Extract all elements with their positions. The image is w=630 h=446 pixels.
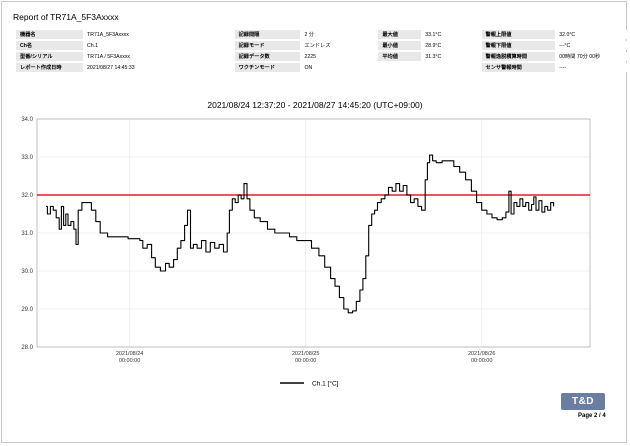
y-tick-label: 32.0: [21, 193, 33, 199]
info-key: 記録間隔: [234, 30, 301, 39]
x-tick-label: 2021/08/24: [116, 351, 144, 357]
x-tick-label: 00:00:00: [119, 358, 140, 364]
y-tick-label: 28.0: [21, 345, 33, 351]
brand-logo: T&D: [561, 393, 605, 410]
info-key: ワクチンモード: [234, 63, 301, 72]
y-tick-label: 30.0: [21, 269, 33, 275]
info-row: レポート作成日時 2021/08/27 14:45:33 ワクチンモード ON …: [16, 63, 630, 72]
info-value: Ch.1: [83, 41, 231, 50]
info-value: ----: [555, 63, 630, 72]
info-key: 平均値: [378, 52, 422, 61]
info-value: 31.3°C: [421, 52, 478, 61]
info-key: 警報下限値: [481, 41, 556, 50]
legend-label: Ch.1 [°C]: [312, 380, 339, 388]
page-number: Page 2 / 4: [578, 413, 606, 419]
chart-title: 2021/08/24 12:37:20 - 2021/08/27 14:45:2…: [207, 100, 423, 110]
info-key: Ch名: [16, 41, 84, 50]
info-value: 33.1°C: [421, 30, 478, 39]
info-key: センサ警報時間: [481, 63, 556, 72]
x-tick-label: 2021/08/25: [292, 351, 320, 357]
info-key: 機器名: [16, 30, 84, 39]
info-key: 最大値: [378, 30, 422, 39]
x-tick-label: 00:00:00: [295, 358, 316, 364]
info-table: 機器名 TR71A_5F3Axxxx 記録間隔 2 分 最大値 33.1°C 警…: [16, 28, 630, 74]
y-tick-label: 29.0: [21, 307, 33, 313]
y-tick-label: 31.0: [21, 231, 33, 237]
series-line-ch1: [46, 154, 555, 314]
info-value: 00時間 70分 00秒: [555, 52, 630, 61]
info-key: 警報逸脱積算時間: [481, 52, 556, 61]
info-value: 2 分: [300, 30, 375, 39]
info-value: エンドレス: [300, 41, 375, 50]
info-key: 記録モード: [234, 41, 301, 50]
x-tick-label: 00:00:00: [471, 358, 492, 364]
x-axis-ticks: 2021/08/2400:00:002021/08/2500:00:002021…: [116, 351, 496, 364]
info-value: ---°C: [555, 41, 630, 50]
info-value: 2225: [300, 52, 375, 61]
y-tick-label: 34.0: [21, 117, 33, 123]
info-key: レポート作成日時: [16, 63, 84, 72]
info-row: 機器名 TR71A_5F3Axxxx 記録間隔 2 分 最大値 33.1°C 警…: [16, 30, 630, 39]
report-title: Report of TR71A_5F3Axxxx: [13, 12, 119, 22]
info-value: TR71A / 5F3Axxxx: [83, 52, 231, 61]
info-row: Ch名 Ch.1 記録モード エンドレス 最小値 28.9°C 警報下限値 --…: [16, 41, 630, 50]
info-value: 28.9°C: [421, 41, 478, 50]
info-value: TR71A_5F3Axxxx: [83, 30, 231, 39]
x-tick-label: 2021/08/26: [468, 351, 496, 357]
info-value: 2021/08/27 14:45:33: [83, 63, 231, 72]
plot-border: [36, 118, 591, 348]
info-key: 最小値: [378, 41, 422, 50]
info-key: 型番/シリアル: [16, 52, 84, 61]
info-value: 32.0°C: [555, 30, 630, 39]
chart-grid: [37, 118, 590, 348]
info-key: 警報上限値: [481, 30, 556, 39]
y-axis-ticks: 28.0 29.0 30.0 31.0 32.0 33.0 34.0: [21, 117, 33, 351]
info-value: ON: [300, 63, 375, 72]
info-row: 型番/シリアル TR71A / 5F3Axxxx 記録データ数 2225 平均値…: [16, 52, 630, 61]
y-tick-label: 33.0: [21, 155, 33, 161]
info-key: 記録データ数: [234, 52, 301, 61]
